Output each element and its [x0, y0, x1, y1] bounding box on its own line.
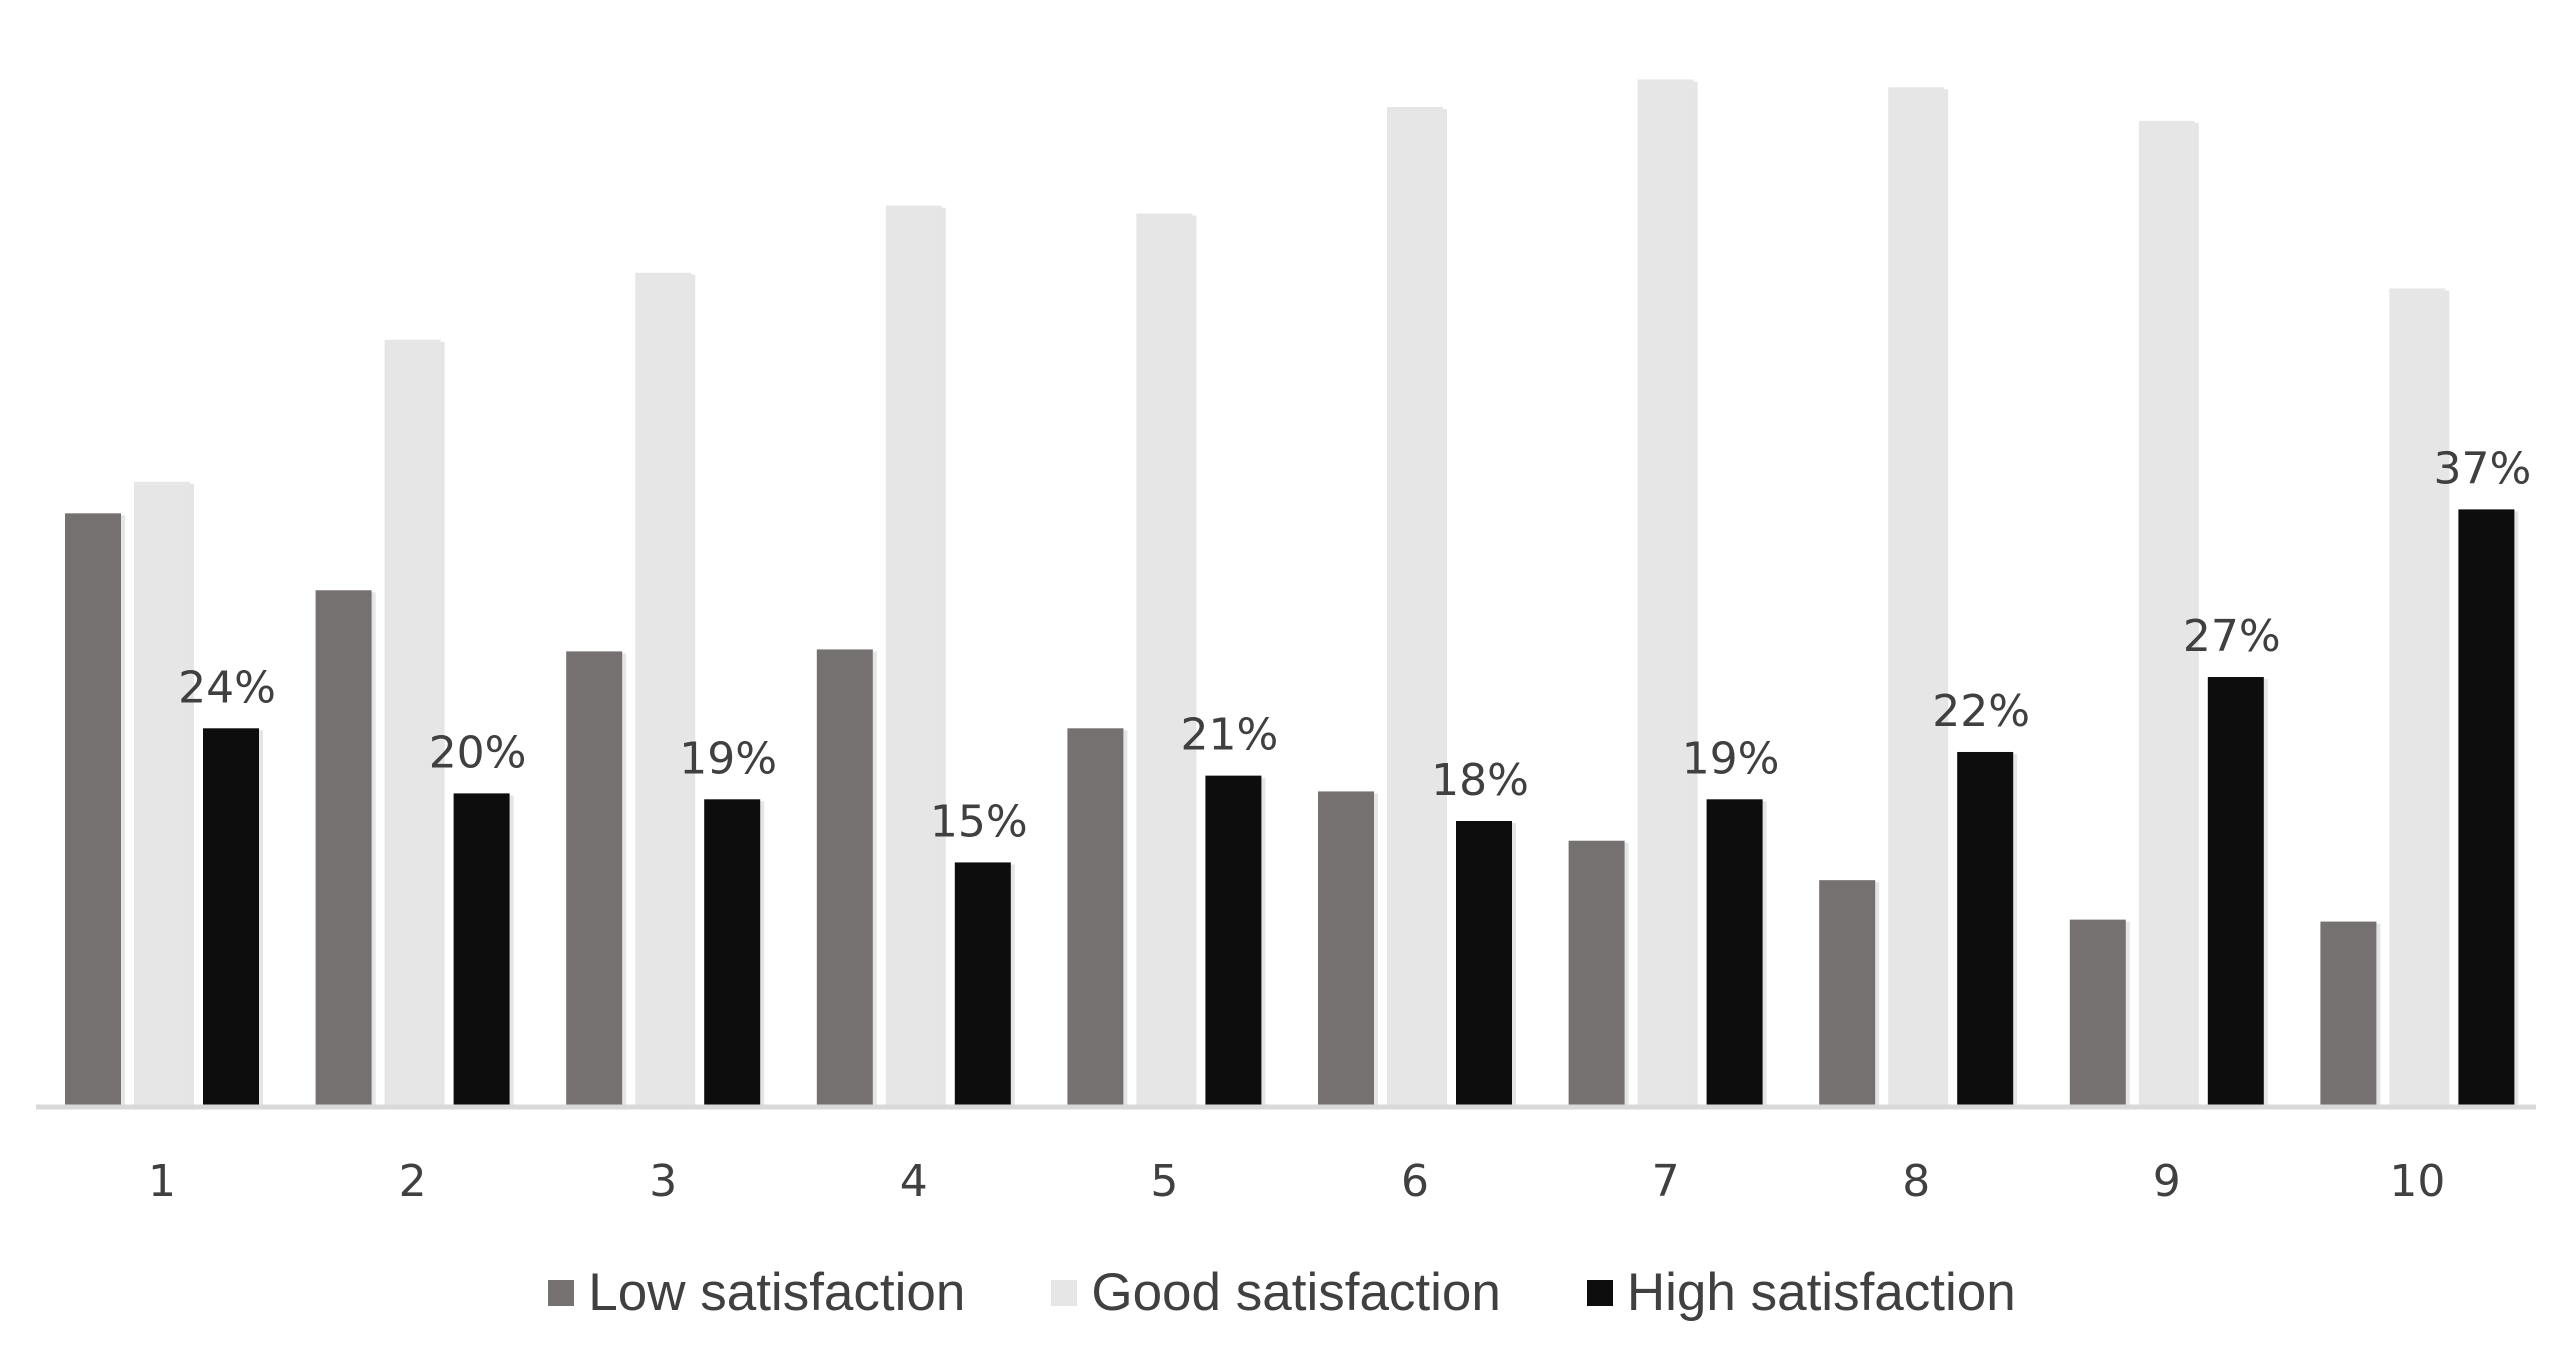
- bar-good-satisfaction-4: [885, 205, 942, 1105]
- bar-low-satisfaction-3: [566, 651, 623, 1105]
- bar-good-satisfaction-1: [134, 481, 190, 1105]
- legend-label: High satisfaction: [1626, 1263, 2016, 1322]
- legend-item-high-satisfaction: High satisfaction: [1586, 1262, 2016, 1323]
- ticks-layer: 1 2 3 4 5 6 7 8 9 10: [148, 1156, 2445, 1207]
- bar-good-satisfaction-9: [2138, 120, 2195, 1106]
- legend-label: Good satisfaction: [1091, 1263, 1501, 1322]
- bar-good-satisfaction-6: [1387, 107, 1443, 1106]
- data-label-4: 15%: [930, 796, 1028, 847]
- bar-good-satisfaction-5: [1136, 213, 1193, 1106]
- x-tick-label-7: 7: [1652, 1156, 1680, 1207]
- x-tick-label-5: 5: [1150, 1156, 1178, 1207]
- bar-low-satisfaction-5: [1067, 728, 1124, 1105]
- legend-item-good-satisfaction: Good satisfaction: [1051, 1262, 1501, 1323]
- bar-good-satisfaction-7: [1637, 79, 1694, 1105]
- x-tick-label-2: 2: [399, 1156, 427, 1207]
- bar-high-satisfaction-10: [2458, 509, 2515, 1105]
- bar-good-satisfaction-10: [2389, 288, 2446, 1105]
- bar-low-satisfaction-10: [2320, 921, 2377, 1105]
- bar-high-satisfaction-6: [1456, 821, 1512, 1105]
- bars-layer: [65, 79, 2519, 1106]
- legend-swatch: [1051, 1279, 1078, 1306]
- data-label-5: 21%: [1181, 710, 1279, 761]
- legend-item-low-satisfaction: Low satisfaction: [548, 1262, 965, 1323]
- legend: Low satisfaction Good satisfaction High sa…: [0, 1262, 2564, 1323]
- x-tick-label-9: 9: [2153, 1156, 2181, 1207]
- bar-low-satisfaction-2: [315, 590, 372, 1105]
- data-label-2: 20%: [429, 727, 527, 778]
- bar-low-satisfaction-8: [1819, 880, 1876, 1105]
- x-tick-label-3: 3: [649, 1156, 677, 1207]
- data-label-8: 22%: [1932, 686, 2030, 737]
- legend-swatch: [1586, 1279, 1613, 1306]
- data-label-7: 19%: [1682, 733, 1780, 784]
- bar-high-satisfaction-2: [453, 793, 510, 1105]
- x-tick-label-1: 1: [148, 1156, 176, 1207]
- bar-low-satisfaction-9: [2069, 919, 2126, 1105]
- bar-good-satisfaction-8: [1888, 87, 1945, 1106]
- bar-low-satisfaction-4: [816, 649, 873, 1105]
- data-label-6: 18%: [1431, 755, 1529, 806]
- bar-low-satisfaction-1: [65, 513, 121, 1105]
- data-label-9: 27%: [2183, 611, 2281, 662]
- legend-swatch: [548, 1279, 575, 1306]
- bar-low-satisfaction-7: [1568, 840, 1625, 1105]
- labels-layer: 24% 20% 19% 15% 21% 18% 19% 22% 27% 37%: [178, 443, 2531, 847]
- bar-high-satisfaction-9: [2207, 677, 2264, 1105]
- legend-label: Low satisfaction: [588, 1263, 966, 1322]
- bar-good-satisfaction-3: [635, 272, 692, 1105]
- data-label-10: 37%: [2434, 443, 2532, 494]
- bar-low-satisfaction-6: [1318, 791, 1374, 1105]
- x-tick-label-6: 6: [1401, 1156, 1429, 1207]
- x-tick-label-8: 8: [1902, 1156, 1930, 1207]
- bar-high-satisfaction-3: [704, 799, 761, 1105]
- data-label-3: 19%: [679, 733, 777, 784]
- x-tick-label-10: 10: [2389, 1156, 2445, 1207]
- x-tick-label-4: 4: [900, 1156, 928, 1207]
- bar-high-satisfaction-8: [1957, 751, 2014, 1105]
- bar-high-satisfaction-4: [954, 862, 1011, 1105]
- bar-high-satisfaction-1: [203, 728, 259, 1105]
- bar-good-satisfaction-2: [384, 339, 441, 1105]
- bar-high-satisfaction-5: [1205, 775, 1262, 1105]
- data-label-1: 24%: [178, 662, 276, 713]
- bar-high-satisfaction-7: [1706, 799, 1763, 1105]
